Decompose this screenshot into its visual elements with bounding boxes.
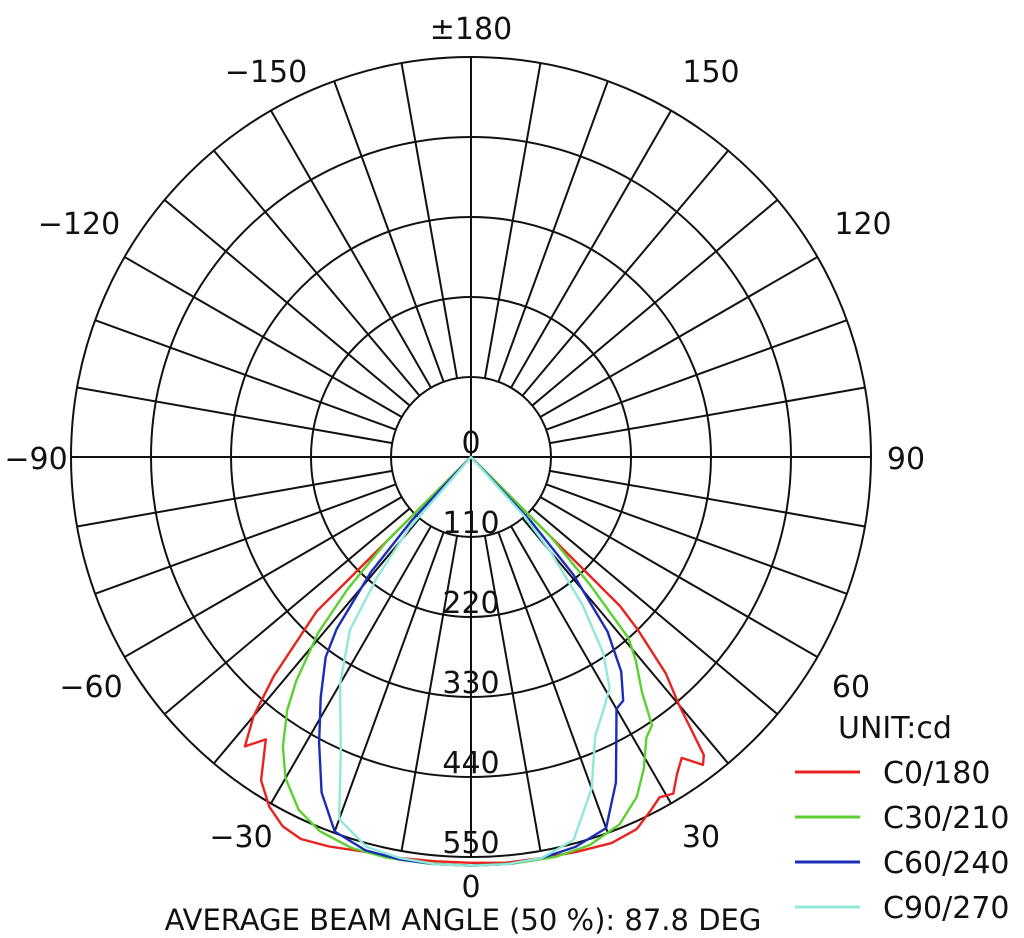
- angle-label: ±180: [430, 12, 512, 47]
- beam-angle-caption: AVERAGE BEAM ANGLE (50 %): 87.8 DEG: [165, 903, 762, 937]
- grid-spoke: [163, 507, 411, 715]
- grid-spoke: [333, 80, 445, 383]
- grid-spoke: [94, 483, 397, 595]
- grid-spoke: [270, 110, 432, 389]
- grid-spoke: [539, 496, 818, 658]
- radial-tick-label: 440: [442, 746, 499, 781]
- angle-label: 60: [832, 670, 870, 705]
- label-layer: 0 110 220 330 440 550 ±180 −150 150 −120 120 −90 90 −…: [4, 12, 925, 905]
- grid-spoke: [270, 525, 432, 804]
- grid-spoke: [76, 469, 393, 528]
- grid-spoke: [510, 525, 672, 804]
- grid-spoke: [545, 483, 848, 595]
- legend-entry: C30/210: [883, 801, 1010, 836]
- grid-spoke: [531, 199, 779, 407]
- angle-label: −120: [38, 207, 120, 242]
- grid-spoke: [510, 110, 672, 389]
- radial-tick-label: 0: [461, 426, 480, 461]
- legend-entry: C0/180: [883, 756, 990, 791]
- grid-spoke: [539, 256, 818, 418]
- series-layer: [243, 455, 705, 867]
- grid-spoke: [549, 469, 866, 528]
- radial-tick-label: 110: [442, 506, 499, 541]
- legend: UNIT:cd C0/180 C30/210 C60/240 C90/270: [795, 711, 1010, 926]
- angle-label: 30: [682, 820, 720, 855]
- angle-label: −60: [59, 670, 122, 705]
- radial-tick-label: 550: [442, 826, 499, 861]
- grid-spoke: [545, 319, 848, 431]
- grid-spoke: [124, 496, 403, 658]
- grid-spoke: [163, 199, 411, 407]
- legend-entry: C60/240: [883, 846, 1010, 881]
- polar-grid: [70, 56, 872, 858]
- grid-spoke: [497, 531, 609, 834]
- grid-spoke: [521, 517, 729, 765]
- angle-label: −90: [4, 442, 67, 477]
- series-curve-3: [338, 455, 611, 867]
- grid-spoke: [483, 62, 542, 379]
- angle-label: 90: [887, 442, 925, 477]
- grid-spoke: [333, 531, 445, 834]
- unit-label: UNIT:cd: [838, 711, 952, 746]
- grid-spoke: [213, 517, 421, 765]
- angle-label: −150: [225, 55, 307, 90]
- grid-spoke: [124, 256, 403, 418]
- radial-tick-label: 330: [442, 666, 499, 701]
- grid-spoke: [400, 62, 459, 379]
- grid-spoke: [94, 319, 397, 431]
- grid-spoke: [483, 535, 542, 852]
- grid-spoke: [400, 535, 459, 852]
- grid-spoke: [497, 80, 609, 383]
- angle-label: −30: [209, 820, 272, 855]
- angle-label: 0: [461, 870, 480, 905]
- angle-label: 150: [682, 55, 739, 90]
- angle-label: 120: [834, 207, 891, 242]
- radial-tick-label: 220: [442, 586, 499, 621]
- grid-spoke: [213, 149, 421, 397]
- legend-entry: C90/270: [883, 891, 1010, 926]
- grid-spoke: [76, 386, 393, 445]
- grid-spoke: [521, 149, 729, 397]
- grid-spoke: [549, 386, 866, 445]
- grid-spoke: [531, 507, 779, 715]
